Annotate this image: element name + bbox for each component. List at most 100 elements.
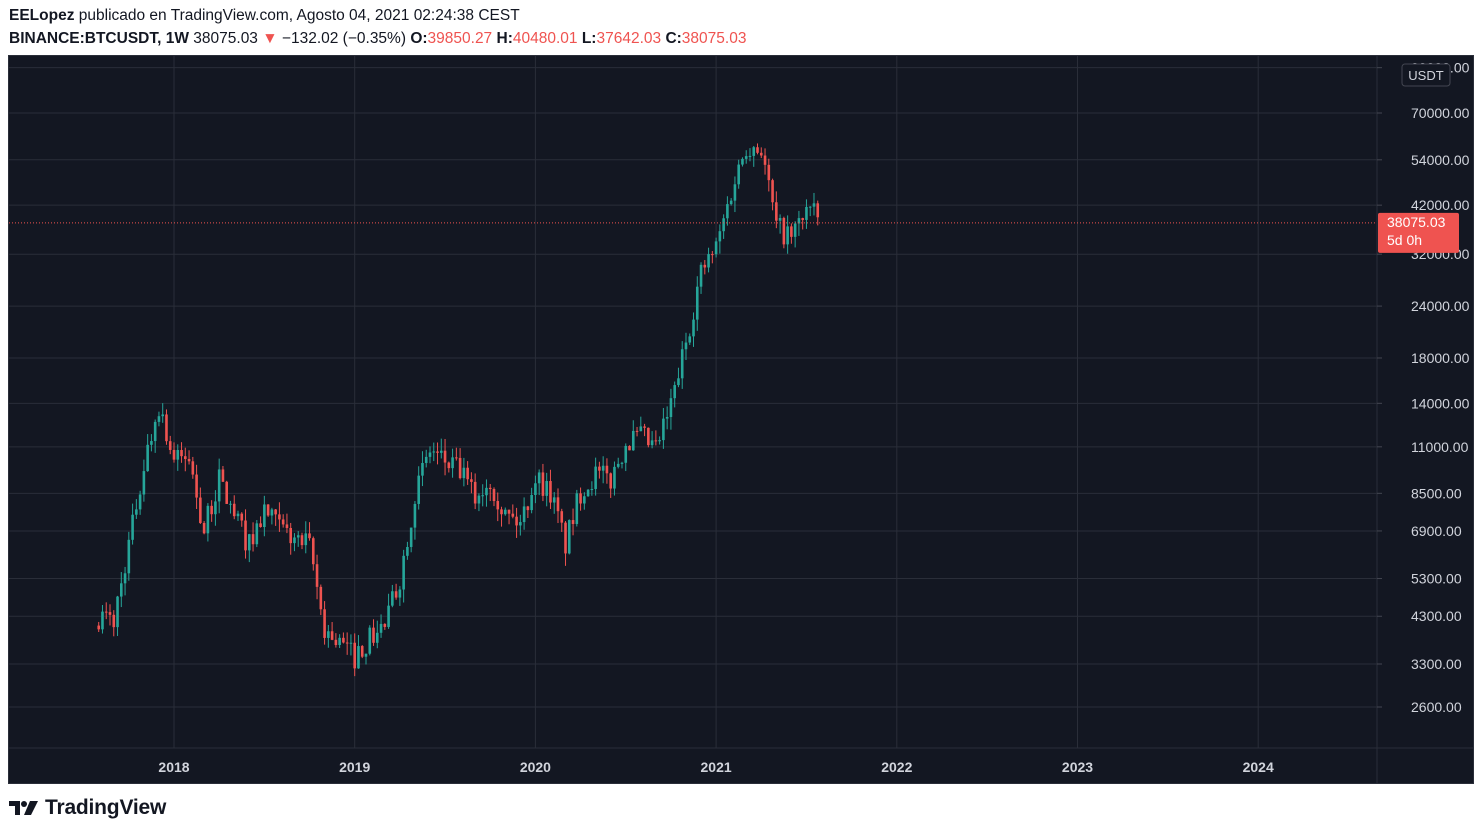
candle xyxy=(436,442,439,465)
candle xyxy=(206,503,210,542)
candle xyxy=(443,438,447,476)
candle xyxy=(481,484,484,507)
candle xyxy=(402,549,405,603)
candle xyxy=(319,584,323,615)
candle xyxy=(293,533,296,552)
published-text: publicado en TradingView.com, Agosto 04,… xyxy=(78,7,520,24)
candle xyxy=(560,508,564,532)
price-tick-label: 18000.00 xyxy=(1411,350,1470,366)
candles xyxy=(97,143,820,677)
candle xyxy=(119,572,123,608)
candle xyxy=(470,472,473,494)
candle xyxy=(112,610,116,637)
candle xyxy=(507,509,511,525)
candle xyxy=(594,457,597,496)
candle xyxy=(195,464,198,510)
candle xyxy=(244,509,247,559)
candle xyxy=(353,633,356,677)
candle xyxy=(605,458,609,484)
time-tick-label: 2024 xyxy=(1243,759,1274,775)
candle xyxy=(447,461,451,473)
last-price-value: 38075.03 xyxy=(193,30,258,47)
candle xyxy=(180,442,183,463)
tradingview-logo-icon xyxy=(9,801,38,815)
candle xyxy=(699,262,703,294)
open-value: 39850.27 xyxy=(427,30,493,47)
candle xyxy=(778,214,782,234)
candle xyxy=(571,508,575,536)
candle xyxy=(688,333,692,346)
candle xyxy=(191,456,195,479)
candle xyxy=(586,489,590,497)
candle xyxy=(334,633,338,648)
candle xyxy=(790,223,793,244)
candle xyxy=(771,178,774,211)
candle xyxy=(714,237,718,258)
candle xyxy=(613,461,616,496)
candle xyxy=(104,602,108,620)
candle xyxy=(300,532,304,550)
tradingview-logo[interactable]: TradingView xyxy=(9,796,166,820)
candle xyxy=(511,504,515,519)
currency-badge[interactable]: USDT xyxy=(1401,63,1451,87)
candle xyxy=(236,510,240,521)
candle xyxy=(270,507,274,525)
candle xyxy=(733,176,737,213)
candle xyxy=(530,487,533,514)
candle xyxy=(221,466,225,482)
candle xyxy=(311,536,315,571)
candle xyxy=(259,516,262,528)
time-tick-label: 2019 xyxy=(339,759,370,775)
candle xyxy=(409,527,413,553)
price-tick-label: 3300.00 xyxy=(1411,656,1462,672)
price-tick-label: 5300.00 xyxy=(1411,571,1462,587)
candle xyxy=(485,479,488,507)
candle xyxy=(598,461,601,479)
candle xyxy=(466,461,469,485)
candle xyxy=(522,497,526,530)
candle xyxy=(492,487,496,507)
candle xyxy=(368,625,372,656)
candle xyxy=(620,461,624,469)
candle xyxy=(217,458,221,514)
time-tick-label: 2020 xyxy=(520,759,551,775)
low-value: 37642.03 xyxy=(596,30,662,47)
candle xyxy=(127,531,131,581)
chart-panel[interactable]: 90000.0070000.0054000.0042000.0032000.00… xyxy=(8,55,1474,784)
candle xyxy=(462,457,466,487)
candle xyxy=(172,442,176,463)
candle xyxy=(718,224,722,254)
candlestick-chart[interactable]: 90000.0070000.0054000.0042000.0032000.00… xyxy=(9,56,1473,783)
candle xyxy=(255,520,259,548)
candle xyxy=(247,533,251,563)
candle xyxy=(624,443,628,472)
candle xyxy=(684,332,688,361)
candle xyxy=(232,495,236,520)
candle xyxy=(142,459,146,502)
candle xyxy=(308,522,311,541)
candle xyxy=(157,411,161,427)
candle xyxy=(199,487,202,524)
candle xyxy=(703,260,707,275)
candle xyxy=(379,614,383,638)
candle xyxy=(225,480,229,504)
candle xyxy=(496,492,500,522)
candle xyxy=(263,495,266,537)
candle xyxy=(812,192,816,216)
candle xyxy=(801,217,804,230)
candle xyxy=(786,215,789,254)
candle xyxy=(759,147,763,159)
candle xyxy=(406,541,409,560)
candle xyxy=(752,145,756,167)
candle xyxy=(342,632,345,644)
time-tick-label: 2023 xyxy=(1062,759,1093,775)
price-tick-label: 6900.00 xyxy=(1411,523,1462,539)
candle xyxy=(168,435,172,455)
candle xyxy=(616,457,620,469)
candle xyxy=(677,367,680,388)
candle xyxy=(748,148,752,162)
candle xyxy=(729,198,733,206)
candle xyxy=(451,448,454,478)
candle xyxy=(458,448,462,480)
candle xyxy=(357,635,360,669)
